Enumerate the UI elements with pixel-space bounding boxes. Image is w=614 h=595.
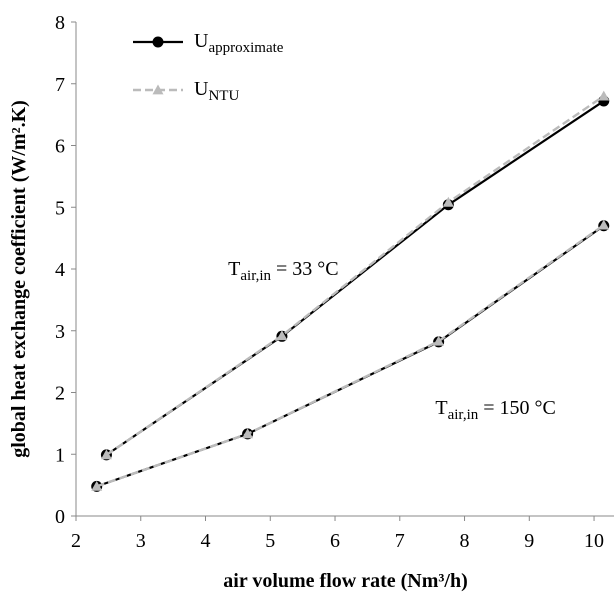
legend-entry: UNTU	[133, 78, 239, 104]
data-point-triangle	[442, 196, 454, 207]
y-tick-label: 7	[55, 74, 65, 96]
x-tick-label: 4	[201, 530, 211, 552]
x-tick-label: 2	[71, 530, 81, 552]
series-ntu	[91, 90, 610, 491]
axes	[75, 22, 614, 517]
y-tick-label: 5	[55, 197, 65, 219]
x-tick-label: 8	[460, 530, 470, 552]
y-tick-label: 0	[55, 506, 65, 528]
x-axis-title: air volume flow rate (Nm³/h)	[223, 570, 467, 592]
annotation-label: Tair,in = 150 °C	[435, 397, 555, 423]
annotations: Tair,in = 33 °C Tair,in = 150 °C	[228, 258, 556, 423]
legend-entry: Uapproximate	[133, 30, 284, 56]
x-tick-label: 7	[395, 530, 405, 552]
data-point-circle	[152, 36, 164, 48]
x-tick-label: 3	[136, 530, 146, 552]
data-point-triangle	[598, 219, 610, 230]
legend-label: Uapproximate	[194, 30, 284, 56]
x-tick-label: 6	[330, 530, 340, 552]
data-point-triangle	[598, 90, 610, 101]
series-layer	[91, 90, 610, 492]
x-tick-label: 5	[265, 530, 275, 552]
data-point-triangle	[100, 449, 112, 460]
data-point-triangle	[433, 335, 445, 346]
x-tick-label: 10	[584, 530, 604, 552]
ticks: 2 3 4 5 6 7 8 9 10 0 1 2 3 4 5 6 7 8	[55, 12, 604, 552]
data-point-triangle	[91, 480, 103, 491]
y-tick-label: 6	[55, 136, 65, 158]
y-tick-label: 8	[55, 12, 65, 34]
series-line	[96, 224, 605, 488]
series-line	[105, 100, 605, 456]
annotation-label: Tair,in = 33 °C	[228, 258, 338, 284]
y-axis-title: global heat exchange coefficient (W/m².K…	[8, 100, 30, 458]
data-point-triangle	[152, 84, 164, 95]
legend-label: UNTU	[194, 78, 239, 104]
y-tick-label: 1	[55, 444, 65, 466]
series-line	[96, 224, 605, 488]
x-tick-label: 9	[524, 530, 534, 552]
series-line	[105, 95, 605, 456]
y-tick-label: 2	[55, 383, 65, 405]
series-approximate	[91, 95, 610, 492]
legend: Uapproximate UNTU	[133, 30, 284, 104]
data-point-triangle	[276, 330, 288, 341]
y-tick-label: 3	[55, 321, 65, 343]
data-point-triangle	[242, 428, 254, 439]
y-tick-label: 4	[55, 259, 65, 281]
